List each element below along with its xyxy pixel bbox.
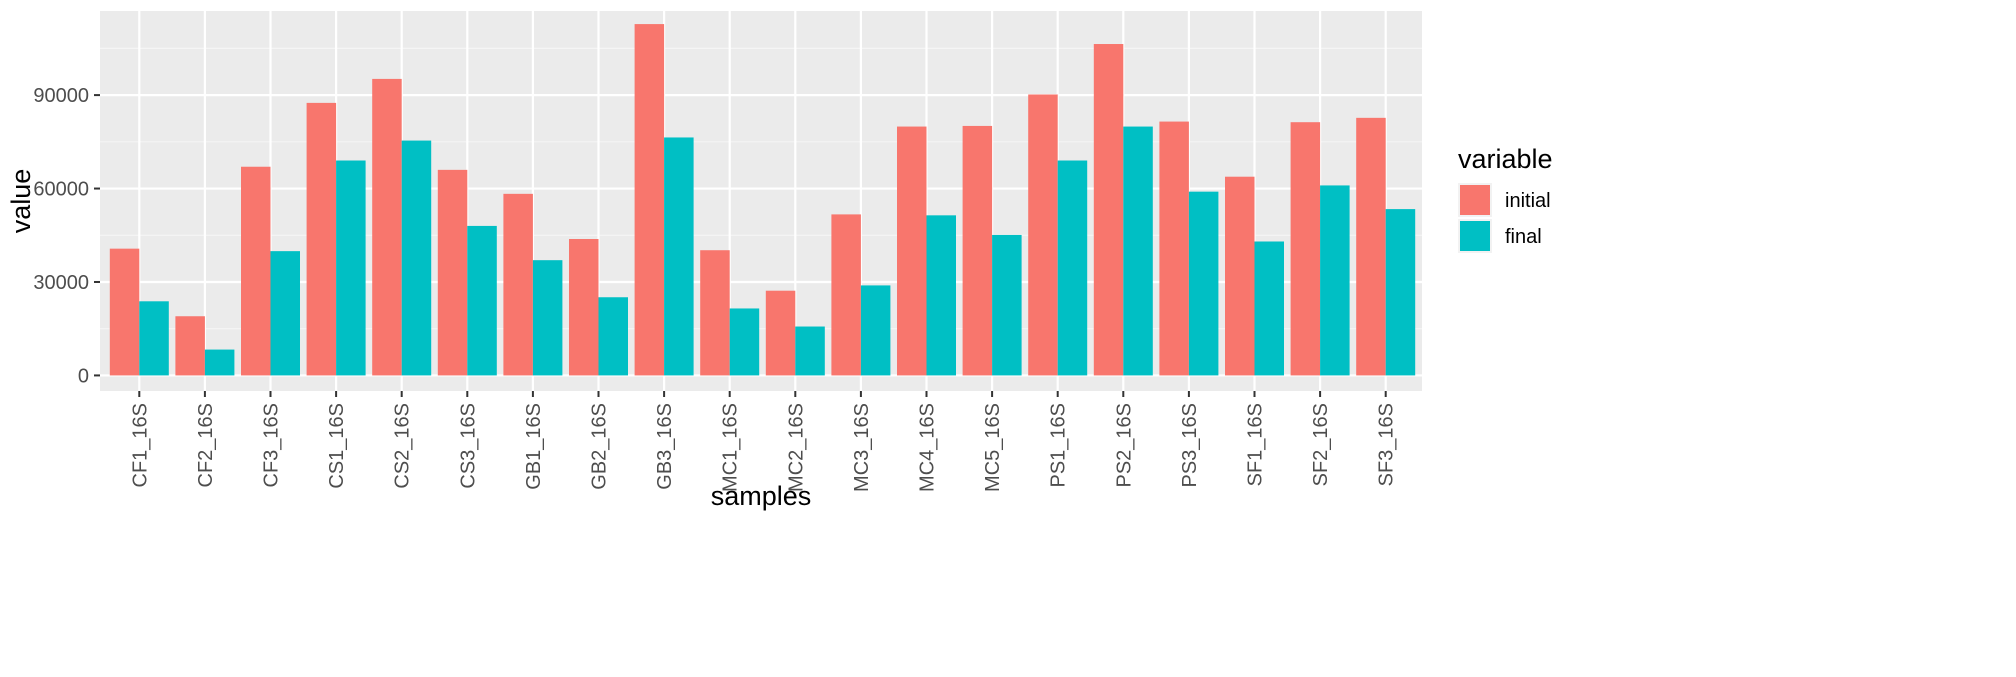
x-tick-label: MC4_16S xyxy=(917,403,939,492)
x-tick-label: SF2_16S xyxy=(1310,403,1332,486)
x-tick-label: SF3_16S xyxy=(1376,403,1398,486)
bar-initial xyxy=(897,126,927,376)
bar-series-group xyxy=(109,24,1416,376)
bar-final xyxy=(270,251,300,376)
bar-initial xyxy=(372,78,402,376)
x-tick-label: GB2_16S xyxy=(589,403,611,490)
x-tick-label: PS3_16S xyxy=(1179,403,1201,488)
bar-final xyxy=(532,260,563,376)
bar-final xyxy=(204,349,235,376)
bar-final xyxy=(1254,241,1284,376)
bar-final xyxy=(139,301,169,376)
bar-initial xyxy=(1225,176,1255,376)
legend-swatch-initial xyxy=(1460,185,1490,215)
bar-initial xyxy=(175,316,205,376)
bar-final xyxy=(467,225,497,376)
y-tick-label: 90000 xyxy=(33,85,89,107)
bar-initial xyxy=(569,239,599,376)
bar-initial xyxy=(306,102,337,376)
y-tick-label: 60000 xyxy=(33,179,89,201)
x-tick-label: PS2_16S xyxy=(1113,403,1135,488)
y-tick-label: 30000 xyxy=(33,272,89,294)
bar-initial xyxy=(1356,117,1386,376)
y-axis: 0 30000 60000 90000 xyxy=(33,85,100,387)
legend-label-initial: initial xyxy=(1505,190,1551,212)
bar-initial xyxy=(437,169,468,376)
legend: variable initial final xyxy=(1458,144,1553,253)
bar-final xyxy=(926,215,956,376)
bar-final xyxy=(336,160,366,376)
bar-final xyxy=(795,326,825,376)
y-tick-label: 0 xyxy=(78,365,89,387)
legend-title: variable xyxy=(1458,144,1553,174)
x-tick-label: GB1_16S xyxy=(523,403,545,490)
bar-initial xyxy=(700,250,730,376)
bar-final xyxy=(664,137,694,376)
bar-initial xyxy=(634,24,665,376)
x-tick-label: CF1_16S xyxy=(129,403,151,488)
bar-final xyxy=(1057,160,1088,376)
legend-swatch-final xyxy=(1460,221,1490,251)
x-tick-label: CF3_16S xyxy=(261,403,283,488)
bar-initial xyxy=(241,166,271,376)
y-axis-title: value xyxy=(6,169,36,234)
x-tick-label: CF2_16S xyxy=(195,403,217,488)
x-tick-label: PS1_16S xyxy=(1048,403,1070,488)
x-tick-label: MC3_16S xyxy=(851,403,873,492)
bar-final xyxy=(1320,185,1350,376)
bar-initial xyxy=(1028,94,1058,376)
bar-final xyxy=(598,297,628,376)
bar-initial xyxy=(831,214,861,376)
x-tick-label: SF1_16S xyxy=(1245,403,1267,486)
x-tick-label: MC1_16S xyxy=(720,403,742,492)
bar-initial xyxy=(503,193,533,376)
legend-label-final: final xyxy=(1505,226,1542,248)
bar-final xyxy=(992,234,1022,376)
bar-initial xyxy=(1159,121,1189,376)
bar-final xyxy=(860,285,891,376)
bar-final xyxy=(1188,191,1219,376)
x-tick-label: MC5_16S xyxy=(982,403,1004,492)
x-tick-label: MC2_16S xyxy=(785,403,807,492)
bar-initial xyxy=(1290,122,1321,376)
bar-final xyxy=(1385,209,1416,376)
x-axis: CF1_16S CF2_16S CF3_16S CS1_16S CS2_16S CS3_1… xyxy=(129,391,1398,492)
bar-final xyxy=(729,308,760,376)
x-tick-label: CS1_16S xyxy=(326,403,348,489)
x-tick-label: CS3_16S xyxy=(457,403,479,489)
x-axis-title: samples xyxy=(711,481,812,511)
bar-initial xyxy=(962,125,993,376)
bar-final xyxy=(1123,126,1153,376)
bar-initial xyxy=(109,248,140,376)
x-tick-label: CS2_16S xyxy=(392,403,414,489)
bar-initial xyxy=(1093,44,1124,376)
x-tick-label: GB3_16S xyxy=(654,403,676,490)
bar-final xyxy=(401,140,432,376)
bar-initial xyxy=(765,290,796,376)
